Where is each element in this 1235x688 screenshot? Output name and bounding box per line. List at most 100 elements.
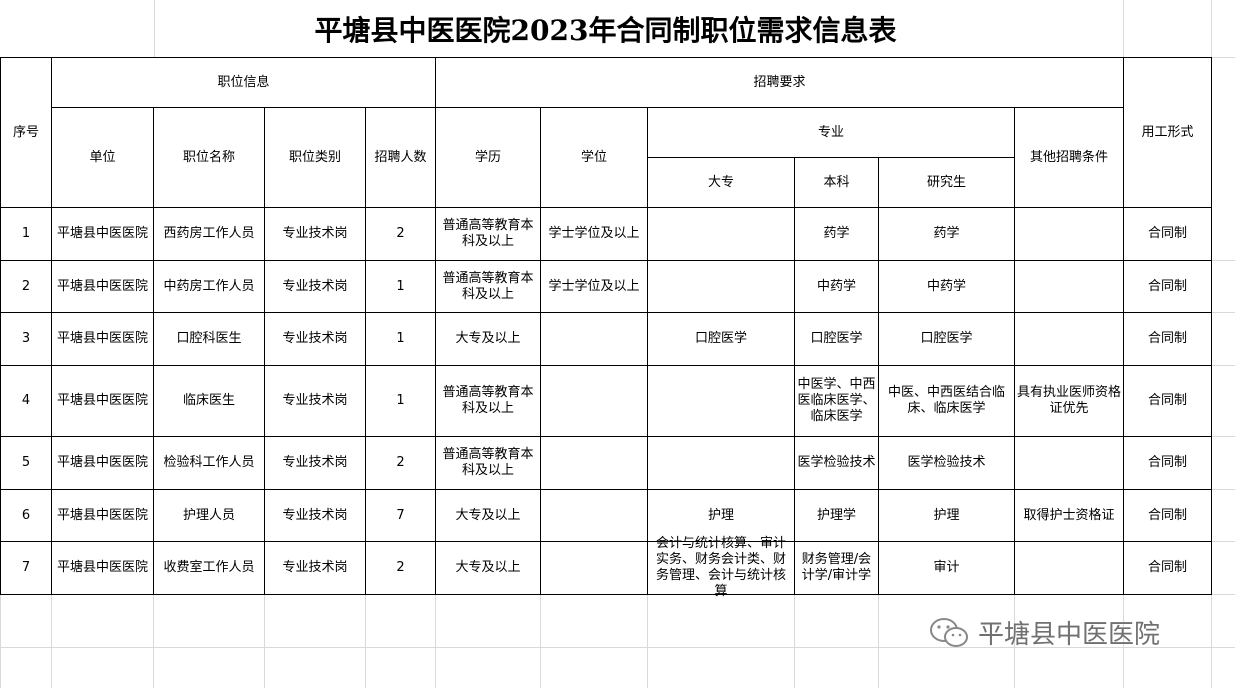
table-cell: 平塘县中医医院	[51, 489, 154, 542]
table-cell: 合同制	[1123, 489, 1212, 542]
sheet-line	[1014, 594, 1015, 688]
table-cell: 专业技术岗	[264, 489, 366, 542]
sheet-line	[153, 594, 154, 688]
table-cell: 合同制	[1123, 312, 1212, 366]
table-cell	[540, 489, 648, 542]
table-cell: 药学	[878, 207, 1015, 261]
header-cell: 招聘人数	[365, 107, 436, 208]
table-cell: 会计与统计核算、审计实务、财务会计类、财务管理、会计与统计核算	[647, 536, 795, 599]
sheet-line	[1211, 365, 1235, 366]
table-cell: 检验科工作人员	[153, 436, 265, 490]
table-cell: 审计	[878, 541, 1015, 595]
sheet-line	[435, 594, 436, 688]
table-cell: 2	[365, 207, 436, 261]
table-cell: 口腔医学	[647, 312, 795, 366]
table-cell: 4	[0, 365, 52, 437]
sheet-line	[1211, 594, 1235, 595]
table-cell: 医学检验技术	[794, 436, 879, 490]
table-cell: 2	[0, 260, 52, 313]
table-cell: 平塘县中医医院	[51, 312, 154, 366]
table-cell: 口腔医学	[794, 312, 879, 366]
table-cell	[1014, 541, 1124, 595]
table-cell: 2	[365, 436, 436, 490]
header-cell: 学历	[435, 107, 541, 208]
sheet-line	[365, 594, 366, 688]
table-cell: 专业技术岗	[264, 207, 366, 261]
table-cell: 药学	[794, 207, 879, 261]
table-cell: 1	[0, 207, 52, 261]
sheet-line	[0, 647, 1235, 648]
table-cell: 1	[365, 312, 436, 366]
table-cell: 临床医生	[153, 365, 265, 437]
header-cell: 专业	[647, 107, 1015, 158]
table-cell	[1014, 312, 1124, 366]
sheet-line	[51, 594, 52, 688]
table-cell: 护理学	[794, 489, 879, 542]
table-cell	[647, 365, 795, 437]
table-cell: 中医、中西医结合临床、临床医学	[878, 365, 1015, 437]
table-cell	[540, 541, 648, 595]
header-cell: 职位类别	[264, 107, 366, 208]
table-cell	[647, 436, 795, 490]
table-cell: 护理	[647, 489, 795, 542]
table-cell: 合同制	[1123, 436, 1212, 490]
header-cell: 职位名称	[153, 107, 265, 208]
table-cell: 财务管理/会计学/审计学	[794, 541, 879, 595]
table-cell: 护理人员	[153, 489, 265, 542]
table-cell: 合同制	[1123, 365, 1212, 437]
table-cell: 平塘县中医医院	[51, 260, 154, 313]
header-cell: 职位信息	[51, 57, 436, 108]
sheet-line	[154, 0, 155, 57]
table-cell: 平塘县中医医院	[51, 365, 154, 437]
table-cell: 3	[0, 312, 52, 366]
table-cell: 学士学位及以上	[540, 260, 648, 313]
table-cell: 普通高等教育本科及以上	[435, 207, 541, 261]
sheet-line	[1211, 436, 1235, 437]
table-cell: 取得护士资格证	[1014, 489, 1124, 542]
sheet-line	[264, 594, 265, 688]
table-cell: 具有执业医师资格证优先	[1014, 365, 1124, 437]
table-cell: 医学检验技术	[878, 436, 1015, 490]
table-cell	[1014, 260, 1124, 313]
table-cell: 平塘县中医医院	[51, 436, 154, 490]
table-cell: 大专及以上	[435, 312, 541, 366]
sheet-line	[878, 594, 879, 688]
table-cell	[647, 207, 795, 261]
table-title: 平塘县中医医院2023年合同制职位需求信息表	[314, 14, 897, 47]
table-cell: 专业技术岗	[264, 436, 366, 490]
header-cell: 研究生	[878, 157, 1015, 208]
watermark: 平塘县中医医院	[928, 614, 1160, 651]
table-cell	[540, 312, 648, 366]
header-cell: 其他招聘条件	[1014, 107, 1124, 208]
sheet-line	[540, 594, 541, 688]
table-cell: 中药学	[878, 260, 1015, 313]
table-cell: 专业技术岗	[264, 541, 366, 595]
header-cell: 大专	[647, 157, 795, 208]
table-cell: 平塘县中医医院	[51, 541, 154, 595]
header-cell: 单位	[51, 107, 154, 208]
table-cell: 口腔科医生	[153, 312, 265, 366]
table-cell: 7	[0, 541, 52, 595]
table-cell: 1	[365, 365, 436, 437]
sheet-line	[1211, 541, 1235, 542]
table-cell: 1	[365, 260, 436, 313]
table-cell	[647, 260, 795, 313]
table-cell: 合同制	[1123, 541, 1212, 595]
sheet-line	[1211, 260, 1235, 261]
table-cell: 专业技术岗	[264, 260, 366, 313]
sheet-line	[1211, 57, 1235, 58]
sheet-line	[1123, 0, 1124, 57]
table-cell: 2	[365, 541, 436, 595]
table-cell: 中药学	[794, 260, 879, 313]
table-cell: 收费室工作人员	[153, 541, 265, 595]
table-cell: 普通高等教育本科及以上	[435, 365, 541, 437]
table-cell: 中药房工作人员	[153, 260, 265, 313]
table-cell: 普通高等教育本科及以上	[435, 436, 541, 490]
table-cell: 口腔医学	[878, 312, 1015, 366]
table-cell	[540, 436, 648, 490]
table-cell	[1014, 207, 1124, 261]
table-cell: 大专及以上	[435, 541, 541, 595]
header-cell: 本科	[794, 157, 879, 208]
sheet-line	[1211, 489, 1235, 490]
